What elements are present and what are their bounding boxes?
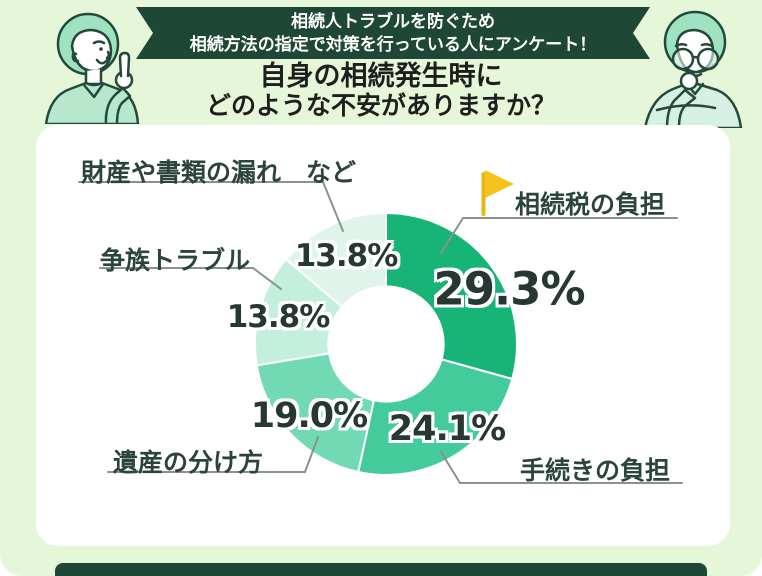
ribbon-line-1: 相続人トラブルを防ぐため [291, 12, 495, 31]
left-person-nose [105, 50, 111, 60]
flag-pole [481, 172, 486, 216]
category-label-tetsuzuki: 手続きの負担 [520, 457, 671, 485]
person-left-illustration [44, 12, 140, 124]
category-label-souzokuzei: 相続税の負担 [515, 191, 666, 219]
category-label-isan: 遺産の分け方 [113, 449, 264, 477]
leader-line-souzokuzei [440, 217, 678, 254]
donut-segment [385, 211, 518, 381]
category-label-souzoku-trouble: 争族トラブル [100, 247, 251, 275]
leader-line-zaisan [78, 181, 344, 232]
right-person-folded-arm [655, 104, 717, 112]
category-label-zaisan: 財産や書類の漏れ など [81, 159, 357, 187]
donut-segment [255, 352, 375, 474]
donut-segment [357, 358, 514, 476]
flag-icon [481, 170, 514, 216]
donut-segment [284, 211, 387, 309]
percent-label-tetsuzuki: 24.1% [388, 409, 506, 449]
left-person-arm [104, 86, 132, 124]
left-person-ear [71, 52, 80, 63]
title-line-1: 自身の相続発生時に [259, 61, 503, 91]
left-person-pointing-finger [118, 51, 131, 78]
percent-label-zaisan: 13.8% [294, 238, 399, 274]
left-person-face [70, 28, 113, 73]
right-person-arm [665, 88, 697, 128]
footer-bar [55, 563, 707, 576]
right-person-hand-on-chin [679, 71, 699, 91]
left-person-vneck [82, 82, 105, 99]
percent-label-souzoku-trouble: 13.8% [226, 299, 331, 335]
left-person-mouth [95, 57, 110, 65]
leader-line-tetsuzuki [440, 451, 683, 484]
header-ribbon: 相続人トラブルを防ぐため 相続方法の指定で対策を行っている人にアンケート！ [136, 7, 650, 59]
left-person-eyebrow [92, 40, 106, 45]
person-right-illustration [643, 10, 743, 128]
title-line-2: どのような不安がありますか？ [205, 92, 556, 120]
percent-label-isan: 19.0% [250, 396, 368, 436]
left-person-eye [99, 47, 103, 51]
flag-pennant [485, 170, 514, 198]
leader-line-isan [107, 436, 319, 473]
right-person-eyebrow-left [674, 42, 688, 48]
leader-line-souzoku-trouble [99, 267, 282, 290]
percent-label-souzokuzei: 29.3% [433, 262, 585, 316]
right-person-eyebrow-right [700, 42, 714, 48]
right-person-glasses-bridge [691, 55, 700, 60]
page-title: 自身の相続発生時に どのような不安がありますか？ [0, 61, 762, 121]
ribbon-line-2: 相続方法の指定で対策を行っている人にアンケート！ [189, 35, 597, 54]
